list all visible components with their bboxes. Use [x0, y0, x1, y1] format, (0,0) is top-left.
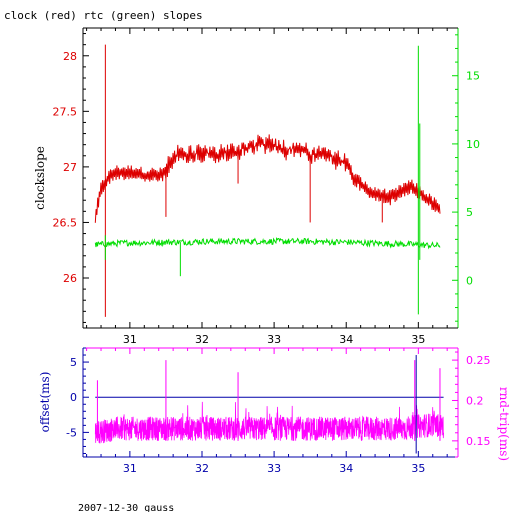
clock-series-line	[94, 134, 441, 223]
top-ytick-label: 28	[63, 50, 77, 63]
top-ytick-label: 26.5	[53, 216, 78, 229]
top-xtick-label: 35	[411, 333, 425, 346]
top-xtick-label: 31	[123, 333, 137, 346]
bottom-ylabel: offset(ms)	[38, 372, 52, 433]
top-xtick-label: 34	[339, 333, 353, 346]
top-xtick-label: 33	[267, 333, 281, 346]
bottom-y2tick-label: 0.2	[466, 394, 484, 407]
top-y2tick-label: 10	[466, 138, 480, 151]
top-ytick-label: 27.5	[53, 105, 78, 118]
bottom-ytick-label: -5	[66, 426, 77, 439]
bottom-y2tick-label: 0.15	[466, 435, 491, 448]
bottom-xtick-label: 32	[195, 462, 209, 475]
rtc-series-line	[94, 236, 441, 250]
bottom-xtick-label: 33	[267, 462, 281, 475]
top-ytick-label: 27	[63, 161, 77, 174]
top-ytick-label: 26	[63, 272, 77, 285]
bottom-y2tick-label: 0.25	[466, 354, 491, 367]
top-y2tick-label: 0	[466, 274, 473, 287]
page-title: clock (red) rtc (green) slopes	[4, 9, 203, 22]
bottom-ytick-label: 0	[70, 391, 77, 404]
top-y2tick-label: 15	[466, 70, 480, 83]
top-chart: clockslope 31 32 33 34 35 26 26.5 27 27.5 28 0 5 10 1…	[33, 27, 480, 346]
rndtrip-series-line	[94, 401, 444, 444]
top-xtick-label: 32	[195, 333, 209, 346]
bottom-ytick-label: 5	[70, 356, 77, 369]
top-ylabel: clockslope	[33, 146, 47, 210]
top-y2tick-label: 5	[466, 206, 473, 219]
bottom-xtick-label: 35	[411, 462, 425, 475]
bottom-chart: offset(ms) rnd-trip(ms) 31 32 33 34 35 -5 0 5 0.…	[38, 347, 511, 475]
bottom-xtick-label: 31	[123, 462, 137, 475]
footer-caption: 2007-12-30 gauss	[78, 503, 174, 512]
bottom-y2label: rnd-trip(ms)	[497, 387, 511, 461]
bottom-xtick-label: 34	[339, 462, 353, 475]
